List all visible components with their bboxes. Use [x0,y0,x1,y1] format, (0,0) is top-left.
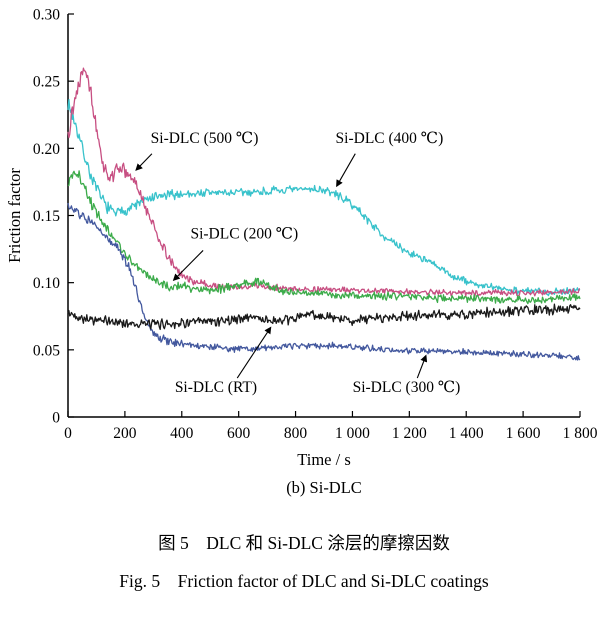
series-line-si-dlc-500 [67,67,581,297]
friction-factor-chart: 0 200 400 600 800 1 000 1 200 1 400 1 600 1 800 0 0… [5,7,598,470]
annotation-arrow [236,326,272,379]
series-line-si-dlc-rt [67,303,581,331]
figure-caption-zh: 图 5 DLC 和 Si-DLC 涂层的摩擦因数 [158,533,450,553]
series-line-si-dlc-200 [67,170,581,305]
annotation-label: Si-DLC (400 ℃) [336,130,444,147]
y-tick-label: 0.20 [33,141,60,158]
annotation-label: Si-DLC (200 ℃) [190,225,298,242]
x-tick-label: 800 [284,425,308,442]
annotation-label: Si-DLC (300 ℃) [353,379,461,396]
x-tick-label: 600 [227,425,251,442]
x-tick-label: 1 200 [392,425,427,442]
x-tick-label: 0 [64,425,72,442]
x-tick-label: 1 000 [335,425,370,442]
y-axis-label: Friction factor [5,168,24,263]
annotation-label: Si-DLC (500 ℃) [151,130,259,147]
annotation-arrow [336,153,356,188]
annotation-arrow [416,354,428,379]
x-axis-label: Time / s [297,450,351,469]
annotation-arrow [135,153,153,171]
x-tick-label: 1 800 [563,425,598,442]
figure-caption-en: Fig. 5 Friction factor of DLC and Si-DLC… [119,571,489,591]
y-tick-label: 0.30 [33,7,60,24]
series-line-si-dlc-300 [67,202,581,361]
annotation-label: Si-DLC (RT) [175,379,257,396]
series-line-si-dlc-400 [67,98,581,297]
y-tick-label: 0.10 [33,275,60,292]
x-tick-label: 400 [170,425,194,442]
annotation-arrow [172,250,204,281]
y-tick-label: 0.25 [33,74,60,91]
x-tick-label: 1 400 [449,425,484,442]
x-tick-label: 200 [113,425,137,442]
subplot-caption: (b) Si-DLC [286,478,362,497]
y-tick-label: 0.15 [33,208,60,225]
y-tick-label: 0 [52,410,60,427]
y-tick-label: 0.05 [33,342,60,359]
x-tick-label: 1 600 [506,425,541,442]
